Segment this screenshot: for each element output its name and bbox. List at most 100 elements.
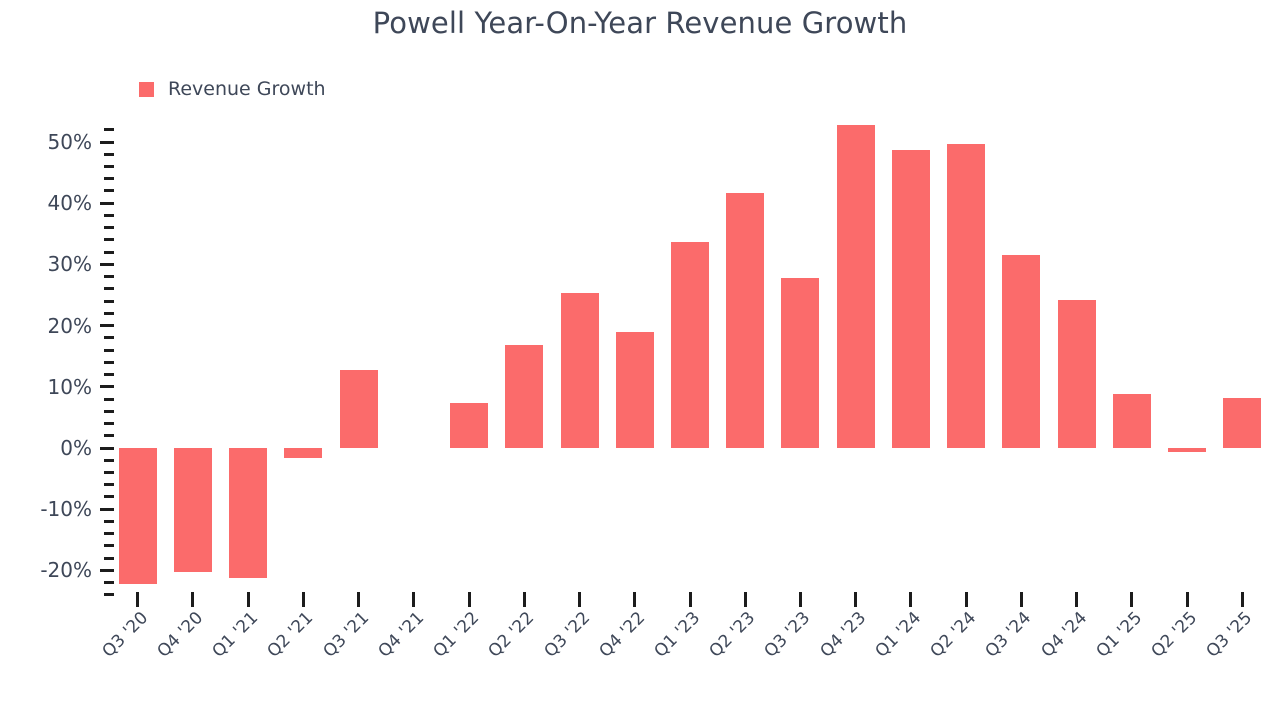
y-axis-minor-tick	[104, 519, 114, 523]
x-axis-tick	[964, 592, 968, 607]
bar[interactable]	[118, 448, 157, 585]
bar[interactable]	[450, 403, 489, 448]
y-axis-minor-tick	[104, 336, 114, 340]
x-axis-tick	[1185, 592, 1189, 607]
bar[interactable]	[836, 125, 875, 448]
y-axis-minor-tick	[104, 409, 114, 413]
y-axis-label: -10%	[40, 497, 92, 522]
y-axis-minor-tick	[104, 348, 114, 352]
bar[interactable]	[1168, 448, 1207, 453]
y-axis-label: 10%	[47, 374, 92, 399]
x-axis-tick	[909, 592, 913, 607]
x-axis-tick	[688, 592, 692, 607]
bar[interactable]	[671, 242, 709, 448]
x-axis-tick	[798, 592, 802, 607]
y-axis-minor-tick	[104, 189, 114, 193]
y-axis-minor-tick	[104, 226, 114, 230]
y-axis-major-tick	[100, 201, 114, 205]
bar[interactable]	[284, 448, 323, 458]
bar[interactable]	[339, 370, 378, 448]
x-axis-tick	[1240, 592, 1244, 607]
y-axis-minor-tick	[104, 373, 114, 377]
bars-layer	[110, 125, 1270, 590]
y-axis-minor-tick	[104, 495, 114, 499]
x-axis-tick	[136, 592, 140, 607]
y-axis-major-tick	[100, 446, 114, 450]
y-axis-minor-tick	[104, 128, 114, 132]
y-axis-minor-tick	[104, 593, 114, 597]
x-axis-tick	[1019, 592, 1023, 607]
y-axis-label: -20%	[40, 558, 92, 583]
y-axis-minor-tick	[104, 152, 114, 156]
x-axis-tick	[1075, 592, 1079, 607]
x-axis-labels: Q3 '20 Q4 '20 Q1 '21 Q2 '21 Q3 '21 Q4 '21 Q1 '…	[98, 608, 1270, 718]
bar[interactable]	[1057, 299, 1096, 448]
x-axis-tick	[467, 592, 471, 607]
legend-label-revenue-growth: Revenue Growth	[168, 78, 326, 100]
bar[interactable]	[781, 277, 820, 448]
bar[interactable]	[726, 192, 765, 448]
y-axis-minor-tick	[104, 581, 114, 585]
x-axis-tick	[522, 592, 526, 607]
x-axis-tick	[191, 592, 195, 607]
y-axis-minor-tick	[104, 397, 114, 401]
y-axis-minor-tick	[104, 287, 114, 291]
legend-swatch-revenue-growth	[139, 81, 154, 97]
x-axis-ticks	[110, 592, 1270, 608]
y-axis-major-tick	[100, 568, 114, 572]
x-axis-tick	[633, 592, 637, 607]
y-axis-label: 40%	[47, 191, 92, 216]
bar[interactable]	[229, 448, 268, 579]
y-axis-major-tick	[100, 385, 114, 389]
plot-area	[110, 125, 1270, 590]
y-axis-ticks	[96, 128, 118, 597]
y-axis-minor-tick	[104, 299, 114, 303]
y-axis-label: 20%	[47, 313, 92, 338]
y-axis-minor-tick	[104, 311, 114, 315]
bar[interactable]	[560, 292, 599, 448]
x-axis-label: Q3 '20	[98, 608, 152, 662]
bar[interactable]	[615, 332, 654, 448]
x-axis-tick	[246, 592, 250, 607]
bar[interactable]	[1223, 398, 1262, 448]
y-axis-label: 0%	[60, 436, 92, 460]
bar[interactable]	[947, 143, 986, 448]
y-axis-minor-tick	[104, 544, 114, 548]
bar[interactable]	[1002, 255, 1041, 448]
y-axis-minor-tick	[104, 434, 114, 438]
y-axis-major-tick	[100, 262, 114, 266]
x-axis-tick	[301, 592, 305, 607]
chart-title: Powell Year-On-Year Revenue Growth	[372, 6, 908, 40]
y-axis-major-tick	[100, 140, 114, 144]
x-axis-tick	[854, 592, 858, 607]
y-axis-minor-tick	[104, 177, 114, 181]
y-axis-minor-tick	[104, 556, 114, 560]
bar[interactable]	[891, 149, 930, 448]
y-axis-minor-tick	[104, 470, 114, 474]
y-axis-major-tick	[100, 324, 114, 328]
bar[interactable]	[173, 448, 212, 573]
y-axis-minor-tick	[104, 213, 114, 217]
chart-legend: Revenue Growth	[139, 78, 326, 100]
x-axis-tick	[412, 592, 416, 607]
bar[interactable]	[1112, 393, 1151, 448]
x-axis-tick	[578, 592, 582, 607]
y-axis-major-tick	[100, 507, 114, 511]
y-axis-label: 50%	[47, 130, 92, 154]
y-axis-labels: -20% -10% 0% 10% 20% 30% 40% 50%	[0, 130, 92, 590]
y-axis-minor-tick	[104, 238, 114, 242]
y-axis-minor-tick	[104, 164, 114, 168]
bar[interactable]	[505, 344, 544, 448]
y-axis-minor-tick	[104, 275, 114, 279]
y-axis-minor-tick	[104, 250, 114, 254]
y-axis-minor-tick	[104, 532, 114, 536]
y-axis-minor-tick	[104, 483, 114, 487]
y-axis-minor-tick	[104, 422, 114, 426]
y-axis-minor-tick	[104, 360, 114, 364]
y-axis-label: 30%	[47, 252, 92, 277]
x-axis-tick	[743, 592, 747, 607]
x-axis-tick	[357, 592, 361, 607]
y-axis-minor-tick	[104, 458, 114, 462]
x-axis-tick	[1130, 592, 1134, 607]
